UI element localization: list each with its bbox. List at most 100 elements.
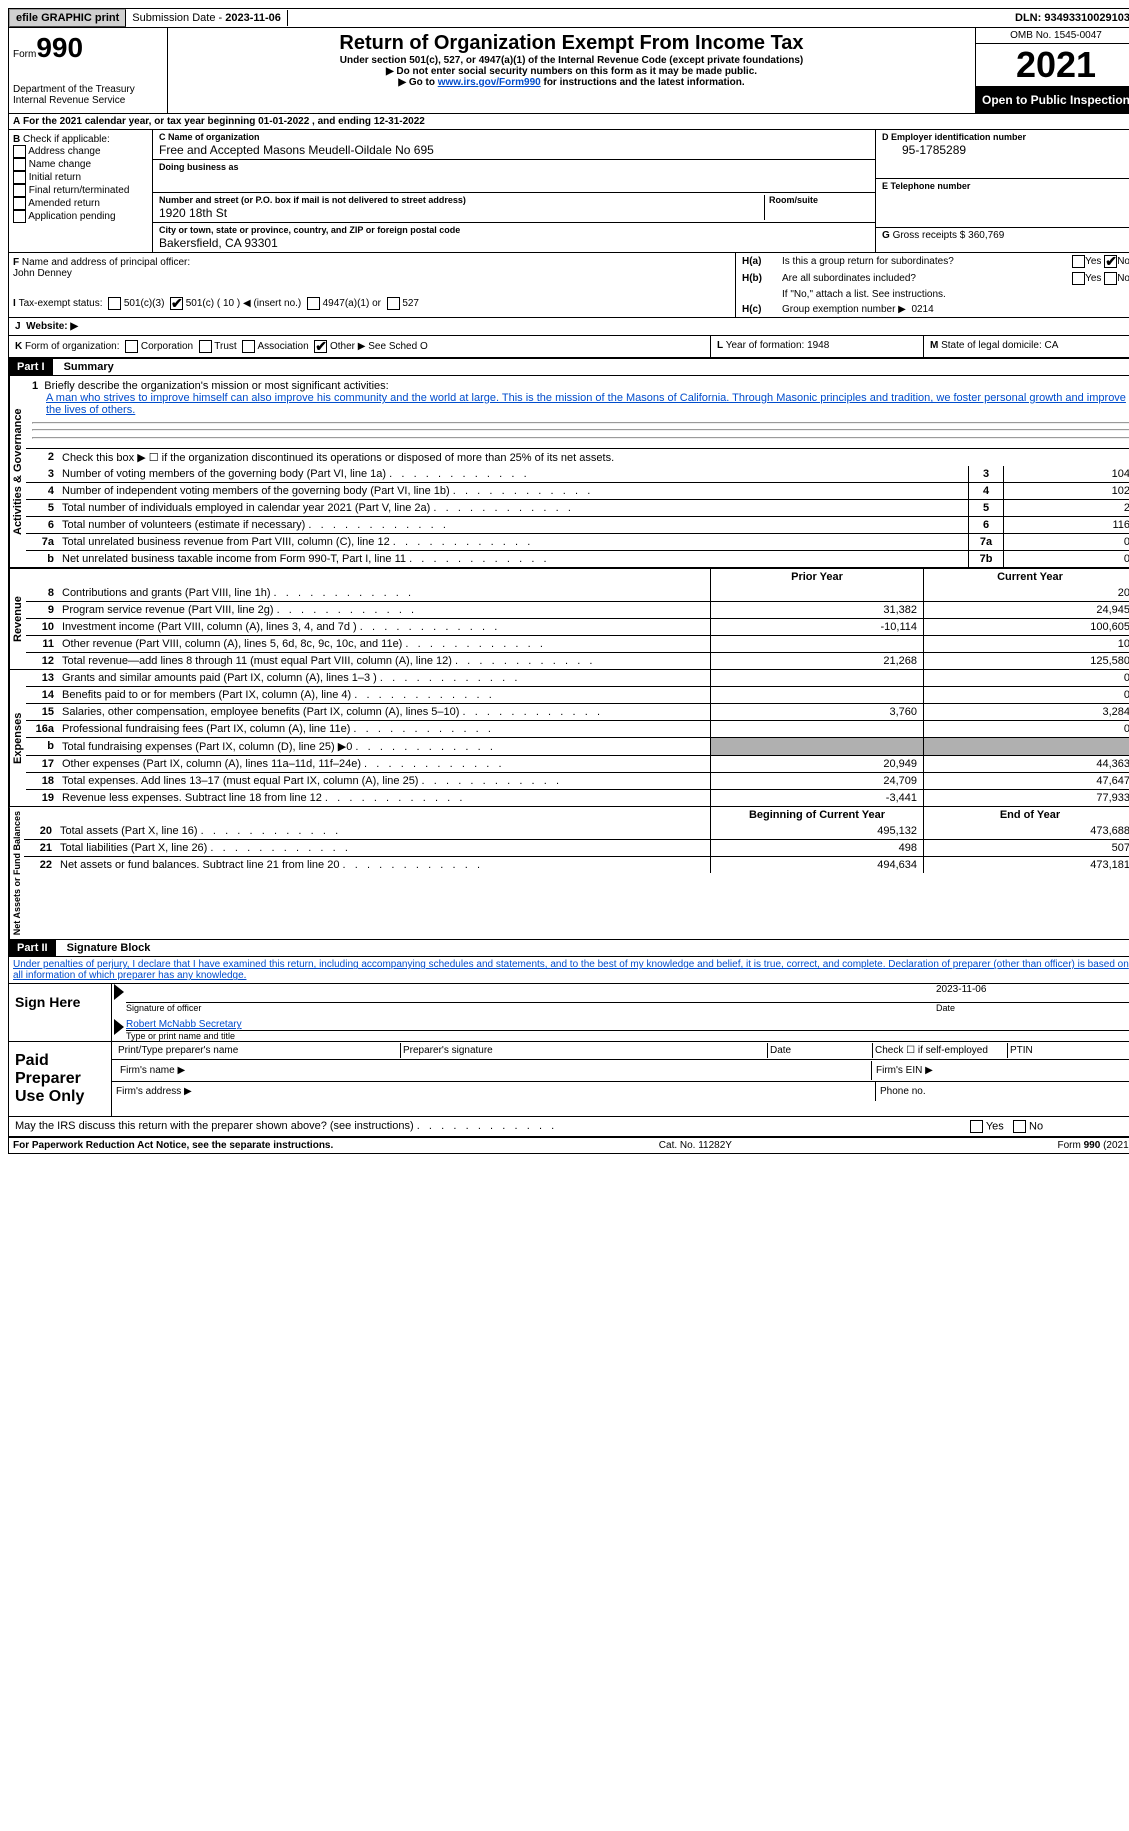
rev-section: Revenue Prior Year Current Year 8Contrib… xyxy=(9,568,1129,670)
sub-date-label: Submission Date - xyxy=(132,12,225,24)
mission-text[interactable]: A man who strives to improve himself can… xyxy=(32,392,1129,416)
l-label: Year of formation: xyxy=(726,340,807,351)
line-8: 8Contributions and grants (Part VIII, li… xyxy=(26,585,1129,601)
hb-no: No xyxy=(1117,273,1129,284)
officer-name: John Denney xyxy=(13,268,72,279)
cb-trust[interactable] xyxy=(199,340,212,353)
cb-corp[interactable] xyxy=(125,340,138,353)
cb-hb-no[interactable] xyxy=(1104,272,1117,285)
part-ii-num: Part II xyxy=(9,940,56,956)
c-name-label: Name of organization xyxy=(168,132,260,142)
cb-name-change[interactable] xyxy=(13,158,26,171)
penalties-text[interactable]: Under penalties of perjury, I declare th… xyxy=(13,959,1129,981)
footer-left: For Paperwork Reduction Act Notice, see … xyxy=(13,1140,333,1151)
p-date-label: Date xyxy=(768,1043,873,1058)
cb-initial[interactable] xyxy=(13,171,26,184)
paid-firm-addr: Firm's address ▶ Phone no. xyxy=(112,1082,1129,1101)
h-c: H(c) Group exemption number ▶ 0214 xyxy=(736,302,1129,317)
p-ptin-label: PTIN xyxy=(1008,1043,1129,1058)
dept-treasury: Department of the Treasury Internal Reve… xyxy=(13,84,163,106)
opt-initial: Initial return xyxy=(29,172,81,183)
street-cell: Number and street (or P.O. box if mail i… xyxy=(153,193,875,223)
ha-text: Is this a group return for subordinates? xyxy=(782,256,1072,267)
line-13: 13Grants and similar amounts paid (Part … xyxy=(26,670,1129,686)
form-title: Return of Organization Exempt From Incom… xyxy=(178,32,965,55)
cb-final[interactable] xyxy=(13,184,26,197)
opt-pending: Application pending xyxy=(28,211,115,222)
gov-section: Activities & Governance 1 Briefly descri… xyxy=(9,376,1129,568)
cb-ha-no[interactable] xyxy=(1104,255,1117,268)
year-box: OMB No. 1545-0047 2021 Open to Public In… xyxy=(976,28,1129,113)
city-cell: City or town, state or province, country… xyxy=(153,223,875,252)
mission-label: Briefly describe the organization's miss… xyxy=(44,380,388,392)
mission-row: 1 Briefly describe the organization's mi… xyxy=(26,376,1129,448)
sign-here: Sign Here 2023-11-06 Signature of office… xyxy=(9,984,1129,1042)
line-16a: 16aProfessional fundraising fees (Part I… xyxy=(26,720,1129,737)
cb-ha-yes[interactable] xyxy=(1072,255,1085,268)
paid-firm-name: Firm's name ▶ Firm's EIN ▶ xyxy=(112,1060,1129,1082)
col-c: C Name of organization Free and Accepted… xyxy=(153,130,875,252)
sig-line[interactable] xyxy=(126,984,930,1003)
city-val: Bakersfield, CA 93301 xyxy=(159,236,278,250)
cb-amended[interactable] xyxy=(13,197,26,210)
form-subtitle: Under section 501(c), 527, or 4947(a)(1)… xyxy=(178,55,965,66)
firm-addr-label: Firm's address ▶ xyxy=(112,1082,876,1101)
goto-pre: ▶ Go to xyxy=(398,77,437,88)
cb-discuss-no[interactable] xyxy=(1013,1120,1026,1133)
cb-hb-yes[interactable] xyxy=(1072,272,1085,285)
col-k: K Form of organization: Corporation Trus… xyxy=(9,336,711,357)
a-begin: 01-01-2022 xyxy=(258,116,309,127)
h-a: H(a) Is this a group return for subordin… xyxy=(736,253,1129,270)
opt-amended: Amended return xyxy=(28,198,100,209)
dba-cell: Doing business as xyxy=(153,160,875,193)
line-2: 2Check this box ▶ ☐ if the organization … xyxy=(26,448,1129,466)
cb-527[interactable] xyxy=(387,297,400,310)
ha-yes: Yes xyxy=(1085,256,1101,267)
paid-fields: Print/Type preparer's name Preparer's si… xyxy=(112,1042,1129,1116)
phone-cell: E Telephone number xyxy=(876,179,1129,228)
cb-assoc[interactable] xyxy=(242,340,255,353)
dln: DLN: 93493310029103 xyxy=(1009,10,1129,26)
signer-name[interactable]: Robert McNabb Secretary xyxy=(126,1019,242,1030)
line-15: 15Salaries, other compensation, employee… xyxy=(26,703,1129,720)
cb-4947[interactable] xyxy=(307,297,320,310)
line-20: 20Total assets (Part X, line 16)495,1324… xyxy=(24,823,1129,839)
l-val: 1948 xyxy=(807,340,829,351)
cb-discuss-yes[interactable] xyxy=(970,1120,983,1133)
h-b-note: If "No," attach a list. See instructions… xyxy=(736,287,1129,302)
col-m: M State of legal domicile: CA xyxy=(924,336,1129,357)
g-label: Gross receipts $ xyxy=(893,230,969,241)
top-bar: efile GRAPHIC print Submission Date - 20… xyxy=(9,9,1129,28)
room-label: Room/suite xyxy=(769,195,818,205)
k-o1: Corporation xyxy=(141,341,193,352)
a-pre: For the 2021 calendar year, or tax year … xyxy=(23,116,258,127)
paid-preparer: Paid Preparer Use Only Print/Type prepar… xyxy=(9,1042,1129,1117)
col-h: H(a) Is this a group return for subordin… xyxy=(736,253,1129,317)
sig-officer-label: Signature of officer xyxy=(126,1003,930,1013)
sign-here-label: Sign Here xyxy=(9,984,112,1041)
city-label: City or town, state or province, country… xyxy=(159,225,460,235)
j-label: Website: ▶ xyxy=(26,321,78,332)
k-o3: Association xyxy=(258,341,309,352)
cb-other[interactable] xyxy=(314,340,327,353)
p-name-label: Print/Type preparer's name xyxy=(116,1043,401,1058)
vert-rev: Revenue xyxy=(9,569,26,669)
l2-text: Check this box ▶ ☐ if the organization d… xyxy=(58,449,1129,466)
efile-print-button[interactable]: efile GRAPHIC print xyxy=(9,9,126,27)
sign-fields: 2023-11-06 Signature of officer Date Rob… xyxy=(112,984,1129,1041)
irs-link[interactable]: www.irs.gov/Form990 xyxy=(438,77,541,88)
firm-name-label: Firm's name ▶ xyxy=(116,1061,872,1080)
arrow-icon xyxy=(114,1019,124,1035)
row-klm: K Form of organization: Corporation Trus… xyxy=(9,336,1129,359)
street-label: Number and street (or P.O. box if mail i… xyxy=(159,195,466,205)
cb-501c[interactable] xyxy=(170,297,183,310)
opt-name: Name change xyxy=(29,159,91,170)
cb-address-change[interactable] xyxy=(13,145,26,158)
cb-app-pending[interactable] xyxy=(13,210,26,223)
gross-cell: G Gross receipts $ 360,769 xyxy=(876,228,1129,243)
form-label: Form xyxy=(13,49,36,60)
cb-501c3[interactable] xyxy=(108,297,121,310)
opt-address: Address change xyxy=(28,146,100,157)
part-ii-title: Signature Block xyxy=(59,940,159,956)
part-i-title: Summary xyxy=(56,359,122,375)
